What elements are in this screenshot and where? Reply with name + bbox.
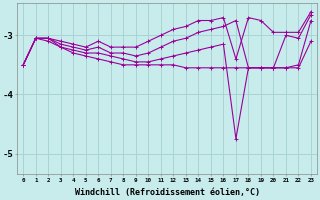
X-axis label: Windchill (Refroidissement éolien,°C): Windchill (Refroidissement éolien,°C) bbox=[75, 188, 260, 197]
